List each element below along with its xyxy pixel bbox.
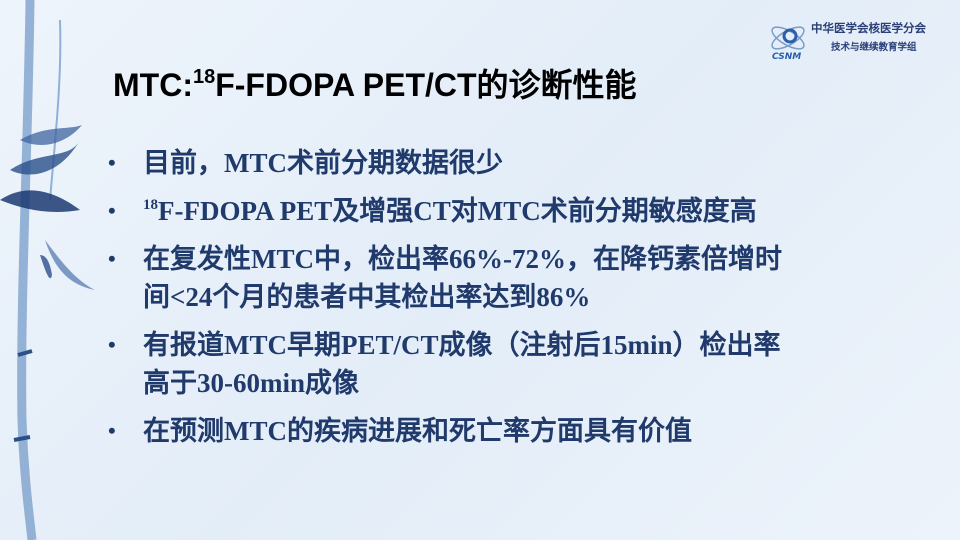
slide-title: MTC:18F-FDOPA PET/CT的诊断性能 <box>113 60 637 106</box>
logo-org-name: 中华医学会核医学分会 <box>811 21 926 35</box>
bullet-superscript: 18 <box>143 197 158 213</box>
bullet-text: 目前，MTC术前分期数据很少 <box>143 148 503 178</box>
bullet-item: • 目前，MTC术前分期数据很少 <box>108 144 928 182</box>
logo-group-name: 技术与继续教育学组 <box>831 42 917 53</box>
title-superscript: 18 <box>192 66 216 88</box>
bullet-text: 间<24个月的患者中其检出率达到86% <box>143 282 591 312</box>
bullet-text: 在复发性MTC中，检出率66%-72%，在降钙素倍增时 <box>143 244 782 274</box>
bullet-dot-icon: • <box>108 198 116 223</box>
bullet-dot-icon: • <box>108 246 116 271</box>
bullet-text: 高于30-60min成像 <box>143 368 359 398</box>
csnm-logo: CSNM 中华医学会核医学分会 技术与继续教育学组 <box>768 16 958 66</box>
bullet-dot-icon: • <box>108 332 116 357</box>
title-rest: F-FDOPA PET/CT的诊断性能 <box>215 67 637 103</box>
bullet-text: F-FDOPA PET及增强CT对MTC术前分期敏感度高 <box>158 196 757 226</box>
bullet-item: • 18F-FDOPA PET及增强CT对MTC术前分期敏感度高 <box>108 192 928 230</box>
bullet-text: 在预测MTC的疾病进展和死亡率方面具有价值 <box>143 416 692 446</box>
bullet-dot-icon: • <box>108 418 116 443</box>
atom-logo-icon: CSNM <box>771 26 805 62</box>
svg-text:CSNM: CSNM <box>772 52 801 62</box>
bullet-item: • 有报道MTC早期PET/CT成像（注射后15min）检出率 高于30-60min… <box>108 326 928 402</box>
bullet-text: 有报道MTC早期PET/CT成像（注射后15min）检出率 <box>143 330 781 360</box>
bullet-dot-icon: • <box>108 150 116 175</box>
title-prefix: MTC: <box>113 67 193 103</box>
bullet-item: • 在预测MTC的疾病进展和死亡率方面具有价值 <box>108 412 928 450</box>
bamboo-decoration <box>0 0 95 540</box>
bullet-item: • 在复发性MTC中，检出率66%-72%，在降钙素倍增时 间<24个月的患者中其检… <box>108 240 928 316</box>
bullet-list: • 目前，MTC术前分期数据很少 • 18F-FDOPA PET及增强CT对MTC术… <box>108 144 928 460</box>
